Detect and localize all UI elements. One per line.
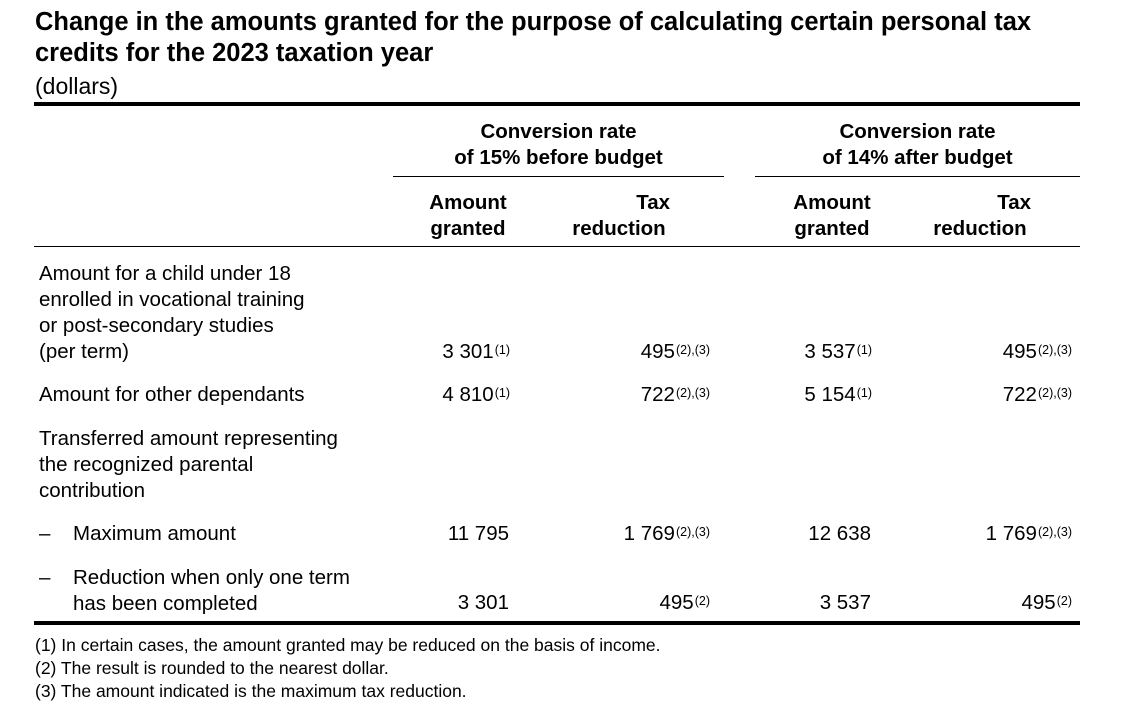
col-header-after-amount: Amount granted — [772, 190, 892, 242]
row-label-line: Transferred amount representing — [39, 427, 338, 450]
row-dash: – — [39, 566, 51, 589]
footnote-ref: (2) — [694, 594, 710, 608]
footnote-ref: (1) — [856, 386, 872, 400]
group-header-before-line2: of 15% before budget — [454, 146, 663, 169]
row-label-line: Reduction when only one term — [73, 566, 350, 589]
cell-value: 3 537 — [804, 340, 856, 363]
cell-max-after-amount: 12 638 — [742, 521, 872, 547]
cell-value: 495 — [1002, 340, 1037, 363]
col-header-line: Amount — [793, 191, 871, 214]
cell-other-after-tax: 722(2),(3) — [922, 382, 1072, 408]
footnote-ref: (2) — [1056, 594, 1072, 608]
col-header-line: reduction — [933, 217, 1027, 240]
cell-value: 722 — [640, 383, 675, 406]
page-title: Change in the amounts granted for the pu… — [35, 8, 1032, 67]
row-label-line: the recognized parental — [39, 453, 254, 476]
group-header-after-line2: of 14% after budget — [822, 146, 1013, 169]
col-header-line: granted — [430, 217, 506, 240]
cell-child-before-tax: 495(2),(3) — [560, 339, 710, 365]
row-label-line: Maximum amount — [73, 522, 236, 545]
cell-value: 495 — [1021, 591, 1056, 614]
row-label-child-under-18: Amount for a child under 18 enrolled in … — [39, 261, 305, 365]
col-header-after-tax: Tax reduction — [917, 190, 1043, 242]
footnote-ref: (2),(3) — [1037, 343, 1072, 357]
group-header-before-line1: Conversion rate — [480, 120, 637, 143]
cell-value: 495 — [659, 591, 694, 614]
group-header-before-budget: Conversion rate of 15% before budget — [393, 119, 724, 171]
table-bottom-rule — [34, 621, 1080, 625]
cell-other-after-amount: 5 154(1) — [742, 382, 872, 408]
cell-child-after-tax: 495(2),(3) — [922, 339, 1072, 365]
col-header-line: Tax — [997, 191, 1031, 214]
col-header-line: granted — [794, 217, 870, 240]
row-label-reduction-one-term: Reduction when only one term has been co… — [73, 565, 350, 617]
footnote-ref: (1) — [494, 386, 510, 400]
row-dash: – — [39, 522, 51, 545]
col-header-line: Amount — [429, 191, 507, 214]
col-header-line: reduction — [572, 217, 666, 240]
cell-other-before-amount: 4 810(1) — [380, 382, 510, 408]
cell-max-after-tax: 1 769(2),(3) — [922, 521, 1072, 547]
footnote-ref: (2),(3) — [675, 525, 710, 539]
col-header-before-tax: Tax reduction — [556, 190, 682, 242]
cell-reduction-after-tax: 495(2) — [922, 590, 1073, 616]
footnote-ref: (2),(3) — [675, 386, 710, 400]
cell-value: 5 154 — [804, 383, 856, 406]
cell-value: 3 301 — [442, 340, 494, 363]
row-label-maximum-amount: Maximum amount — [73, 521, 236, 547]
footnote-3: (3) The amount indicated is the maximum … — [35, 681, 467, 701]
cell-value: 495 — [640, 340, 675, 363]
group-header-after-budget: Conversion rate of 14% after budget — [755, 119, 1080, 171]
group-before-underline — [393, 176, 724, 177]
footnote-2: (2) The result is rounded to the nearest… — [35, 658, 389, 678]
cell-child-before-amount: 3 301(1) — [380, 339, 510, 365]
cell-value: 3 537 — [819, 591, 871, 614]
footnote-ref: (2),(3) — [1037, 386, 1072, 400]
row-label-line: enrolled in vocational training — [39, 288, 305, 311]
row-label-other-dependants: Amount for other dependants — [39, 382, 305, 408]
cell-value: 1 769 — [623, 522, 675, 545]
cell-reduction-before-tax: 495(2) — [560, 590, 711, 616]
row-label-line: or post-secondary studies — [39, 314, 274, 337]
footnote-ref: (2),(3) — [675, 343, 710, 357]
col-header-before-amount: Amount granted — [408, 190, 528, 242]
table-top-rule — [34, 102, 1080, 106]
cell-value: 11 795 — [447, 522, 509, 545]
col-header-line: Tax — [636, 191, 670, 214]
footnote-ref: (1) — [856, 343, 872, 357]
cell-other-before-tax: 722(2),(3) — [560, 382, 710, 408]
row-label-transferred-amount: Transferred amount representing the reco… — [39, 426, 338, 504]
cell-value: 4 810 — [442, 383, 494, 406]
page-subtitle: (dollars) — [35, 73, 119, 99]
cell-reduction-before-amount: 3 301 — [380, 590, 510, 616]
header-bottom-rule — [34, 246, 1080, 247]
footnote-ref: (1) — [494, 343, 510, 357]
cell-value: 722 — [1002, 383, 1037, 406]
cell-child-after-amount: 3 537(1) — [742, 339, 872, 365]
cell-value: 12 638 — [808, 522, 871, 545]
cell-value: 1 769 — [985, 522, 1037, 545]
group-header-after-line1: Conversion rate — [839, 120, 996, 143]
group-after-underline — [755, 176, 1080, 177]
footnote-1: (1) In certain cases, the amount granted… — [35, 635, 661, 655]
cell-max-before-amount: 11 795 — [380, 521, 510, 547]
cell-value: 3 301 — [457, 591, 509, 614]
cell-max-before-tax: 1 769(2),(3) — [560, 521, 710, 547]
row-label-line: Amount for a child under 18 — [39, 262, 291, 285]
row-label-line: (per term) — [39, 340, 129, 363]
row-label-line: has been completed — [73, 592, 258, 615]
cell-reduction-after-amount: 3 537 — [742, 590, 872, 616]
row-label-line: contribution — [39, 479, 145, 502]
row-label-line: Amount for other dependants — [39, 383, 305, 406]
footnote-ref: (2),(3) — [1037, 525, 1072, 539]
